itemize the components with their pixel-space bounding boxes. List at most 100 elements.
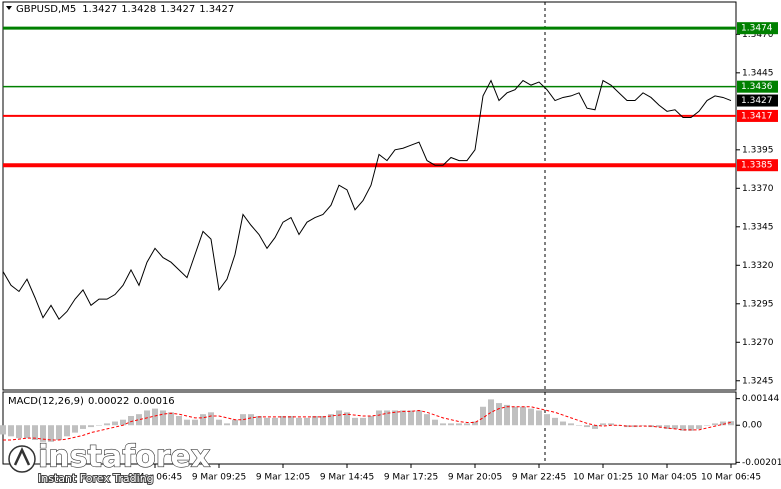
- macd-bar: [200, 414, 206, 426]
- macd-bar: [32, 425, 38, 440]
- macd-bar: [576, 425, 582, 426]
- macd-bar: [296, 417, 302, 426]
- macd-bar: [424, 414, 430, 426]
- macd-value: 0.00022: [88, 396, 129, 407]
- level-label-box: [737, 22, 778, 35]
- macd-title: MACD(12,26,9): [8, 396, 84, 407]
- macd-bar: [232, 419, 238, 426]
- level-label: 1.3474: [741, 24, 773, 34]
- macd-bar: [176, 416, 182, 426]
- watermark-tagline: Instant Forex Trading: [38, 472, 154, 485]
- macd-bar: [344, 412, 350, 426]
- macd-bar: [64, 425, 70, 437]
- macd-bar: [336, 410, 342, 426]
- macd-bar: [536, 410, 542, 426]
- watermark-logo: [8, 445, 36, 473]
- y-tick-label: 1.3370: [742, 184, 774, 194]
- x-tick-label: 10 Mar 06:45: [701, 473, 761, 483]
- macd-bar: [512, 406, 518, 426]
- macd-bar: [0, 425, 6, 435]
- macd-bar: [496, 403, 502, 426]
- macd-bar: [280, 416, 286, 426]
- macd-pane: [2, 391, 737, 465]
- macd-bar: [288, 416, 294, 426]
- macd-bar: [560, 421, 566, 426]
- x-tick-label: 10 Mar 04:05: [637, 473, 697, 483]
- x-tick-label: 9 Mar 06:45: [128, 473, 182, 483]
- level-label: 1.3436: [741, 82, 773, 92]
- macd-bar: [520, 406, 526, 426]
- macd-bar: [72, 425, 78, 433]
- macd-bar: [664, 425, 670, 429]
- y-tick-label: 1.3470: [742, 30, 774, 40]
- close: 1.3427: [199, 4, 234, 15]
- watermark-brand: instaforex: [38, 440, 210, 475]
- macd-bar: [16, 425, 22, 439]
- y-tick-label: 0.00144: [742, 394, 779, 404]
- macd-bar: [304, 417, 310, 426]
- macd-bar: [400, 410, 406, 426]
- low: 1.3427: [160, 4, 195, 15]
- x-tick-label: 9 Mar 17:25: [384, 473, 438, 483]
- high: 1.3428: [121, 4, 156, 15]
- macd-bar: [728, 421, 734, 426]
- last-price-box: [737, 94, 778, 107]
- macd-bar: [88, 425, 94, 428]
- macd-bar: [136, 414, 142, 426]
- level-label: 1.3385: [741, 161, 773, 171]
- level-label-box: [737, 80, 778, 93]
- macd-bar: [688, 425, 694, 431]
- macd-bar: [488, 399, 494, 426]
- macd-bar: [352, 417, 358, 426]
- macd-bar: [672, 425, 678, 429]
- last-price-label: 1.3427: [741, 96, 773, 106]
- macd-bar: [208, 412, 214, 426]
- x-tick-label: 9 Mar 12:05: [256, 473, 310, 483]
- x-tick-label: 9 Mar 09:25: [192, 473, 246, 483]
- macd-bar: [96, 425, 102, 426]
- watermark: instaforex Instant Forex Trading: [8, 439, 211, 486]
- macd-bar: [600, 423, 606, 426]
- y-tick-label: 1.3395: [742, 145, 774, 155]
- macd-bar: [128, 416, 134, 426]
- y-tick-label: 1.3295: [742, 299, 774, 309]
- macd-bar: [376, 410, 382, 426]
- macd-bar: [392, 410, 398, 426]
- macd-bar: [224, 423, 230, 426]
- macd-bar: [464, 423, 470, 426]
- header: GBPUSD,M5 1.3427 1.3428 1.3427 1.3427: [16, 4, 234, 15]
- y-tick-label: 1.3445: [742, 68, 774, 78]
- macd-bar: [168, 412, 174, 426]
- macd-bar: [56, 425, 62, 440]
- macd-bar: [80, 425, 86, 429]
- macd-bar: [160, 410, 166, 426]
- macd-bar: [24, 425, 30, 439]
- macd-bar: [248, 414, 254, 426]
- header-arrow: [6, 6, 12, 10]
- macd-bar: [608, 423, 614, 426]
- macd-bar: [544, 414, 550, 426]
- macd-bar: [432, 419, 438, 426]
- macd-bar: [504, 404, 510, 426]
- macd-bar: [584, 425, 590, 428]
- x-tick-label: 10 Mar 01:25: [573, 473, 633, 483]
- macd-bar: [712, 423, 718, 426]
- macd-bar: [440, 423, 446, 426]
- watermark-logo-mark: [13, 447, 31, 466]
- y-tick-label: 1.3245: [742, 376, 774, 386]
- price-line: [2, 79, 732, 320]
- macd-bar: [568, 423, 574, 426]
- macd-bar: [656, 425, 662, 428]
- macd-bar: [448, 423, 454, 426]
- macd-bar: [216, 419, 222, 426]
- macd-bar: [48, 425, 54, 442]
- macd-bar: [320, 416, 326, 426]
- symbol: GBPUSD,M5: [16, 4, 76, 15]
- macd-bar: [184, 419, 190, 426]
- macd-bar: [120, 419, 126, 426]
- level-label-box: [737, 159, 778, 172]
- macd-bar: [264, 417, 270, 426]
- macd-bar: [256, 416, 262, 426]
- macd-bar: [8, 425, 14, 437]
- y-tick-label: 0.00: [742, 421, 762, 431]
